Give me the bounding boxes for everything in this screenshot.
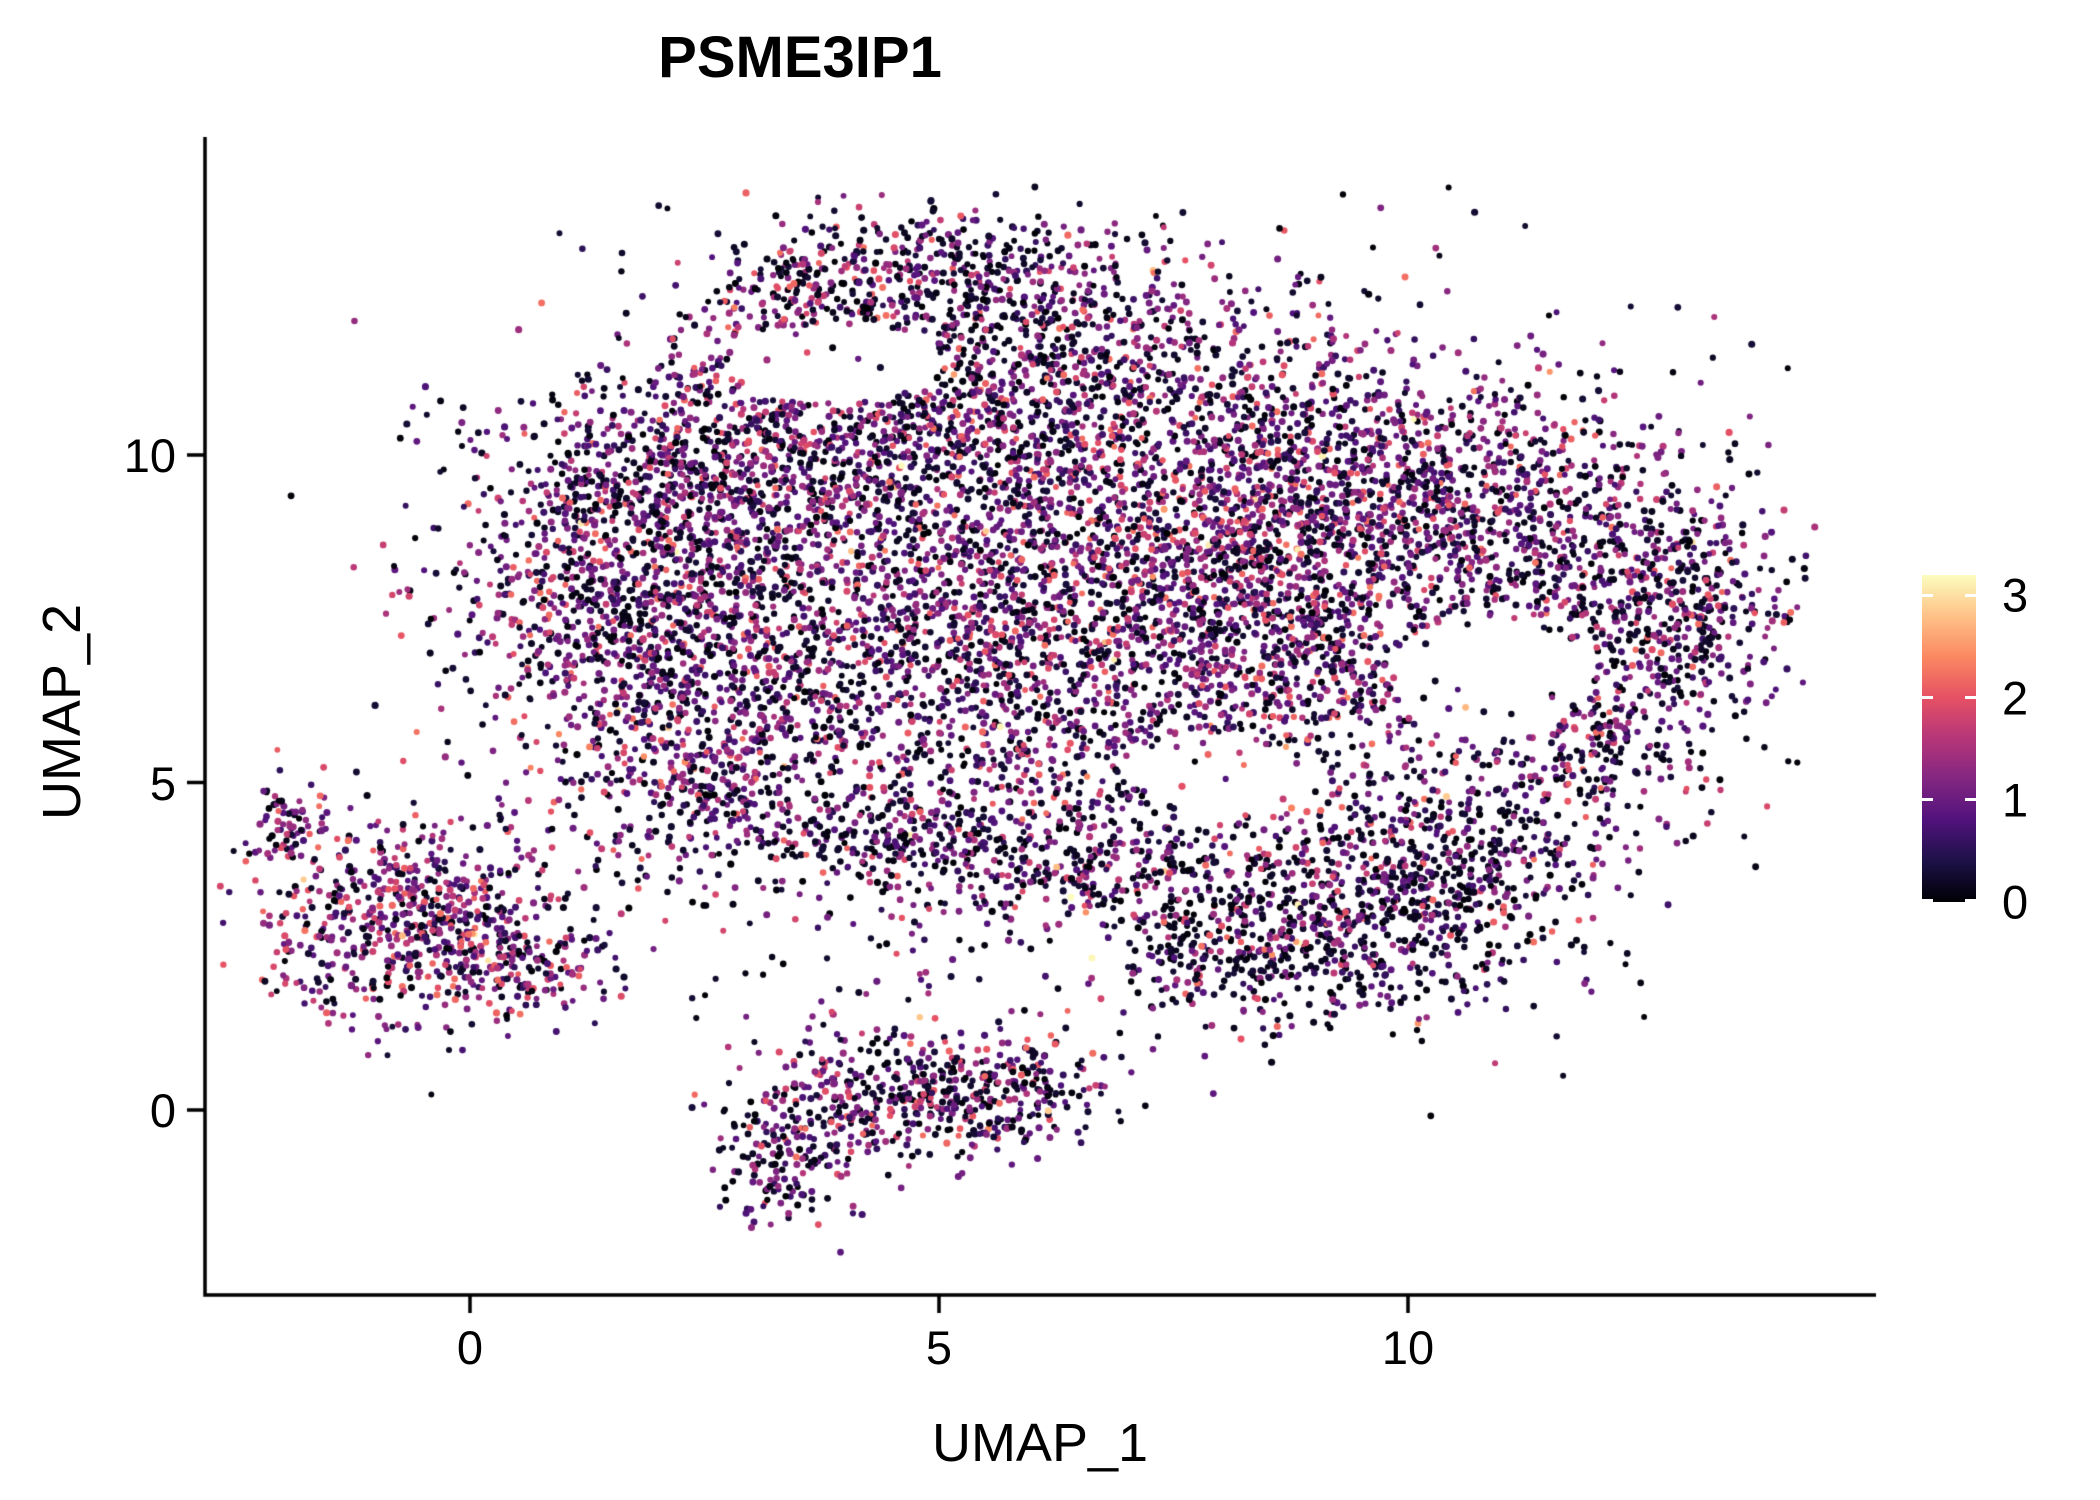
x-tick-label: 5 [925,1321,953,1374]
y-tick-label: 0 [149,1084,176,1137]
colorbar-tick [1922,798,1933,802]
colorbar-tick [1965,696,1976,700]
x-tick-label: 0 [456,1321,484,1374]
colorbar-tick [1965,899,1976,902]
y-tick-label: 5 [149,756,176,810]
y-tick-label: 10 [123,429,176,482]
colorbar-tick [1965,798,1976,802]
colorbar-label: 1 [2002,773,2029,827]
colorbar-label: 0 [2002,875,2029,929]
plot-title: PSME3IP1 [658,25,942,90]
colorbar-gradient [1922,575,1976,902]
x-axis-title: UMAP_1 [931,1413,1149,1473]
colorbar-tick [1922,696,1933,700]
colorbar-tick [1922,593,1933,597]
colorbar-tick [1922,899,1933,902]
colorbar-label: 2 [2002,671,2029,725]
colorbar-tick [1965,593,1976,597]
x-tick-label: 10 [1381,1321,1435,1374]
colorbar-label: 3 [2002,568,2029,622]
